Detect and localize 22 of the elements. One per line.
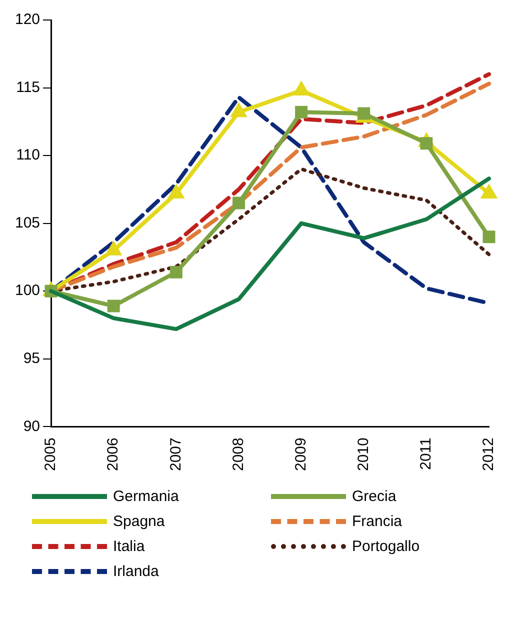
y-tick-label: 100: [14, 282, 40, 300]
legend-label: Spagna: [113, 513, 165, 530]
x-tick-label: 2007: [167, 438, 184, 472]
y-tick-label: 115: [16, 78, 40, 96]
x-tick-label: 2010: [355, 438, 372, 472]
legend-label: Francia: [352, 513, 402, 530]
y-tick-label: 105: [14, 214, 40, 232]
legend-label: Germania: [113, 488, 179, 505]
legend-label: Grecia: [352, 488, 396, 505]
x-tick-label: 2012: [480, 438, 498, 472]
x-tick-label: 2011: [418, 438, 435, 470]
x-tick-label: 2005: [42, 438, 60, 472]
y-tick-label: 120: [14, 11, 40, 28]
x-tick-label: 2006: [104, 438, 122, 472]
y-tick-label: 90: [23, 418, 40, 435]
y-tick-label: 95: [23, 350, 40, 367]
legend-label: Irlanda: [113, 563, 159, 580]
legend-label: Portogallo: [352, 538, 420, 555]
x-tick-label: 2009: [292, 438, 310, 472]
legend-label: Italia: [113, 538, 145, 555]
y-tick-label: 110: [16, 146, 40, 164]
x-tick-label: 2008: [230, 438, 247, 472]
